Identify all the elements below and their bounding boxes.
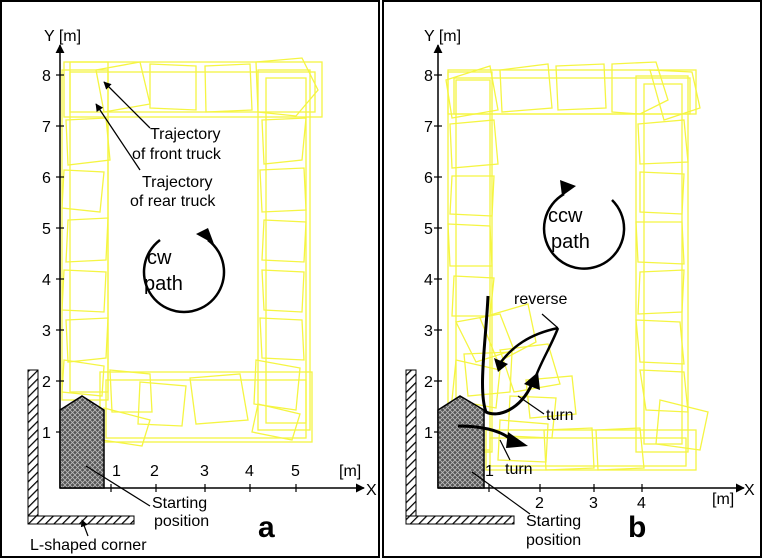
trajectory-loop-b — [445, 61, 709, 471]
y-tick: 2 — [424, 374, 433, 391]
x-axis-label-a: X — [366, 482, 377, 499]
panel-b-frame — [382, 0, 762, 558]
x-tick: 3 — [200, 463, 209, 480]
front-truck-pointer — [103, 81, 151, 129]
ccw-rotation-arrow — [542, 192, 626, 270]
y-tick: 7 — [42, 119, 51, 136]
x-tick: 1 — [112, 463, 121, 480]
y-tick: 3 — [42, 323, 51, 340]
reverse-label: reverse — [514, 291, 567, 308]
corner-label: L-shaped corner — [30, 537, 147, 554]
x-axis-label-b: X — [744, 482, 755, 499]
x-unit-b: [m] — [712, 491, 734, 508]
x-unit-a: [m] — [339, 463, 361, 480]
turn-label-1: turn — [546, 407, 574, 424]
cw-path-label-2: path — [144, 273, 183, 295]
ccw-path-label-1: ccw — [548, 205, 583, 227]
front-truck-label-2: of front truck — [132, 146, 222, 163]
l-corner-horizontal-b — [405, 515, 515, 525]
trajectory-loop-a — [61, 57, 323, 447]
y-tick: 4 — [42, 272, 51, 289]
y-tick: 6 — [42, 170, 51, 187]
start-pointer-a — [85, 465, 151, 507]
cw-path-label-1: cw — [147, 247, 172, 269]
y-tick: 8 — [42, 68, 51, 85]
y-axis-label-a: Y [m] — [44, 28, 81, 45]
robot-footprint-a — [59, 395, 105, 489]
x-tick-labels-a: 1 2 3 4 5 — [112, 463, 300, 480]
cw-rotation-arrow — [142, 239, 226, 314]
x-tick: 1 — [485, 463, 494, 480]
y-tick: 3 — [424, 323, 433, 340]
rear-truck-label-2: of rear truck — [130, 193, 216, 210]
y-tick: 6 — [424, 170, 433, 187]
reverse-track — [481, 295, 534, 416]
x-tick: 2 — [535, 495, 544, 512]
y-tick: 8 — [424, 68, 433, 85]
y-tick: 2 — [42, 374, 51, 391]
corner-pointer — [80, 519, 89, 537]
y-tick: 1 — [424, 425, 433, 442]
y-tick: 7 — [424, 119, 433, 136]
l-corner-vertical-b — [405, 369, 417, 517]
y-tick: 5 — [424, 221, 433, 238]
x-tick: 4 — [637, 495, 646, 512]
panel-letter-b: b — [628, 511, 646, 544]
turn-label-2: turn — [505, 461, 533, 478]
panel-a: 1 2 3 4 5 6 7 8 1 2 3 4 5 Y [m] X [m] Tr… — [27, 28, 377, 554]
panel-b: 1 2 3 4 5 6 7 8 1 2 3 4 Y [m] X [m] — [405, 28, 755, 549]
x-tick: 4 — [245, 463, 254, 480]
robot-footprint-b — [437, 395, 485, 489]
y-axis-label-b: Y [m] — [424, 28, 461, 45]
rear-truck-pointer — [95, 103, 141, 171]
ccw-path-label-2: path — [551, 231, 590, 253]
panel-letter-a: a — [258, 511, 275, 544]
y-tick-labels-b: 1 2 3 4 5 6 7 8 — [424, 68, 433, 442]
start-label-2-b: position — [526, 532, 581, 549]
start-pointer-b — [471, 471, 531, 515]
x-tick: 3 — [589, 495, 598, 512]
y-tick: 5 — [42, 221, 51, 238]
reverse-pointer — [496, 326, 559, 367]
x-tick: 5 — [291, 463, 300, 480]
start-label-1-b: Starting — [526, 513, 581, 530]
y-tick: 1 — [42, 425, 51, 442]
turn-pointer-1 — [517, 395, 545, 415]
front-truck-label-1: Trajectory — [150, 126, 221, 143]
l-corner-vertical-a — [27, 369, 39, 517]
y-tick: 4 — [424, 272, 433, 289]
turn-pointer-2 — [499, 439, 511, 461]
start-label-1-a: Starting — [152, 495, 207, 512]
x-tick-labels-b: 1 2 3 4 — [485, 463, 646, 512]
l-corner-horizontal-a — [27, 515, 135, 525]
panel-a-frame — [0, 0, 380, 558]
x-tick: 2 — [150, 463, 159, 480]
start-label-2-a: position — [154, 513, 209, 530]
rear-truck-label-1: Trajectory — [142, 174, 213, 191]
y-tick-labels-a: 1 2 3 4 5 6 7 8 — [42, 68, 51, 442]
